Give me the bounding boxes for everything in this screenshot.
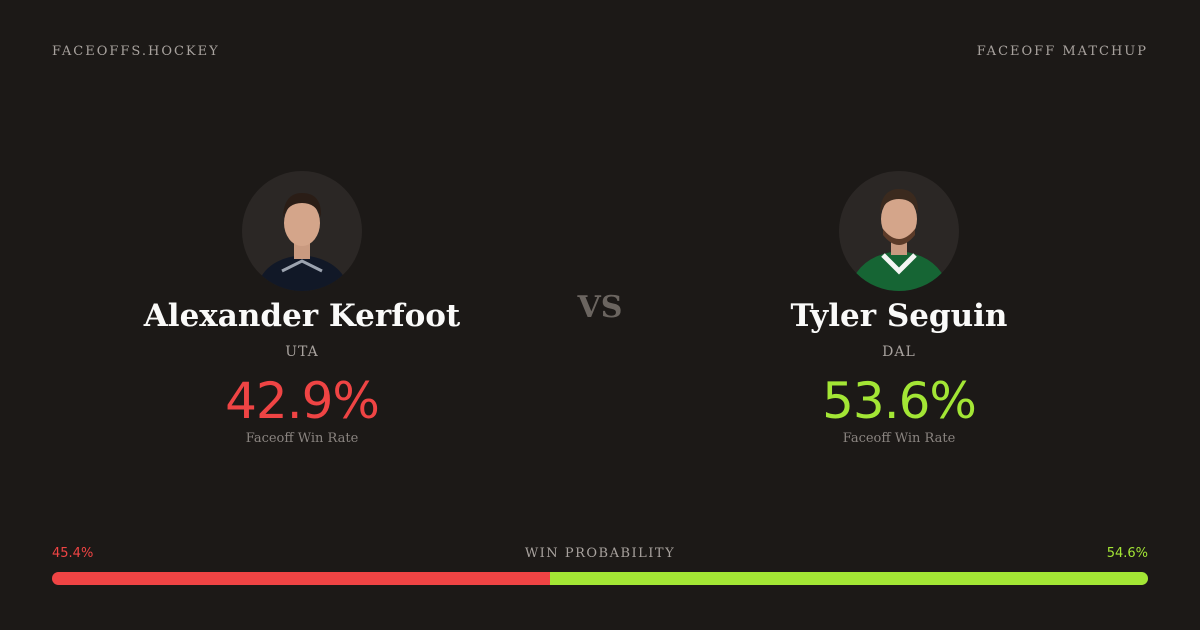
player-photo [839,171,959,291]
versus: VS [577,290,623,325]
win-rate: 53.6% [822,372,977,430]
photo-art [256,193,350,291]
win-rate: 42.9% [225,372,380,430]
player-name: Tyler Seguin [790,298,1008,334]
probability-label: 54.6% [1106,546,1148,561]
probability-bar [52,572,1148,585]
probability-segment [549,572,1148,585]
player-team: UTA [285,344,319,360]
probability-segment [52,572,550,585]
photo-art [849,189,949,291]
win-rate-label: Faceoff Win Rate [245,431,359,446]
player-photo [242,171,362,291]
site-name: FACEOFFS.HOCKEY [52,44,220,59]
player-team: DAL [882,344,916,360]
probability-title: WIN PROBABILITY [524,546,676,561]
player-name: Alexander Kerfoot [143,298,461,334]
card-label: FACEOFF MATCHUP [976,44,1148,59]
probability-label: 45.4% [52,546,94,561]
win-rate-label: Faceoff Win Rate [842,431,956,446]
